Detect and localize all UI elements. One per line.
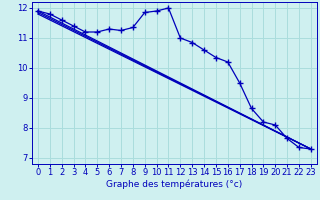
X-axis label: Graphe des températures (°c): Graphe des températures (°c) [106, 180, 243, 189]
